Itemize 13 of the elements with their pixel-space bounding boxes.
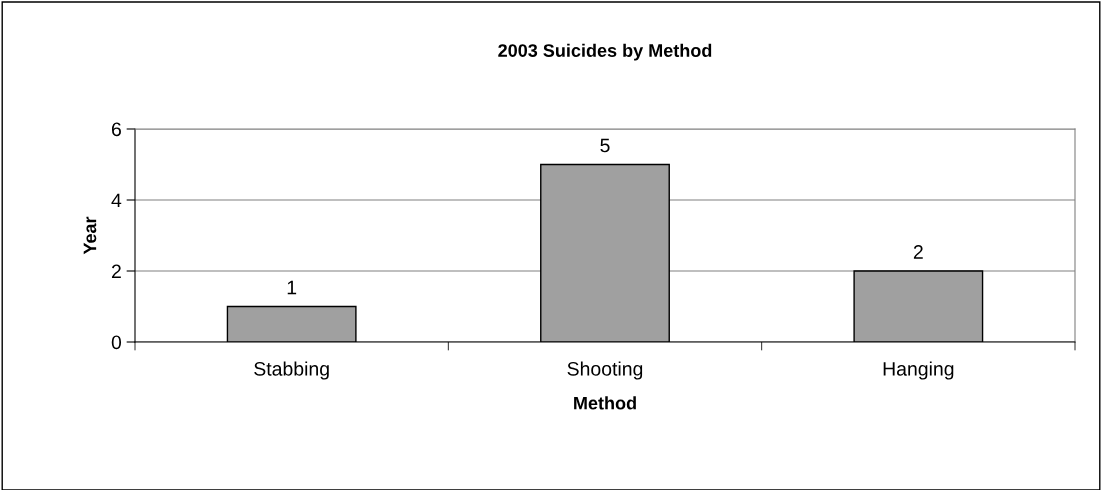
chart-title: 2003 Suicides by Method — [498, 43, 712, 61]
data-label: 2 — [913, 245, 923, 259]
x-tick-label: Hanging — [883, 361, 954, 380]
y-tick-label: 2 — [111, 264, 121, 279]
data-label: 5 — [600, 138, 610, 153]
y-tick-label: 4 — [111, 193, 122, 208]
y-tick-label: 6 — [111, 122, 121, 137]
y-axis-title: Year — [83, 216, 97, 255]
data-label: 1 — [287, 280, 297, 295]
x-axis-title: Method — [574, 396, 636, 410]
x-tick-label: Shooting — [567, 361, 643, 380]
x-tick-label: Stabbing — [254, 361, 329, 380]
y-tick-label: 0 — [111, 335, 122, 350]
